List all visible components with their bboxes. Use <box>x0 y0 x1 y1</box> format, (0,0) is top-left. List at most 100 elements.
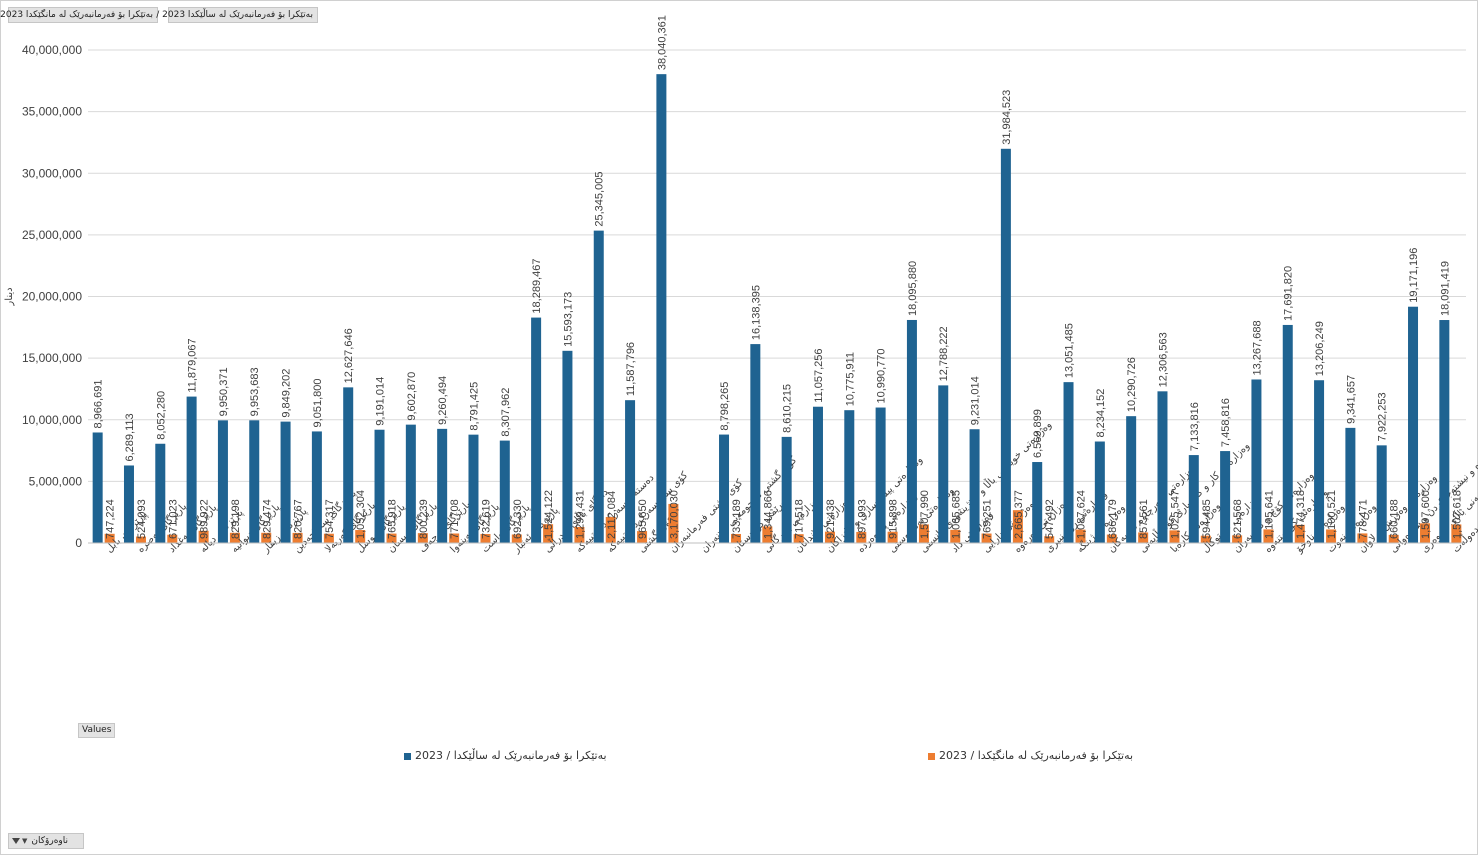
bar-yearly <box>719 434 730 543</box>
data-label-yearly: 13,267,688 <box>1251 320 1263 375</box>
bar-monthly <box>731 533 742 543</box>
bar-monthly <box>1169 530 1180 543</box>
bar-yearly <box>750 344 761 543</box>
bar-yearly <box>938 385 949 543</box>
bar-monthly <box>511 534 522 543</box>
bar-monthly <box>1138 532 1149 543</box>
bar-yearly <box>374 429 385 543</box>
data-label-monthly: 692,330 <box>512 499 524 539</box>
data-label-yearly: 13,051,485 <box>1064 323 1076 378</box>
bar-monthly <box>449 533 460 543</box>
values-button[interactable]: Values <box>78 723 116 738</box>
y-tick-label: 20,000,000 <box>22 290 82 304</box>
axis-field-filter-button[interactable]: ▼ ناوەرۆکان <box>8 833 84 849</box>
data-label-yearly: 7,458,816 <box>1220 398 1232 447</box>
data-label-monthly: 1,474,318 <box>1295 490 1307 539</box>
bar-monthly <box>1263 529 1274 543</box>
bar-yearly <box>906 319 917 543</box>
bar-yearly <box>1188 455 1199 543</box>
bar-monthly <box>793 534 804 543</box>
bar-monthly <box>1012 510 1023 543</box>
filter-icon <box>12 837 20 844</box>
data-label-monthly: 3,170,030 <box>668 490 680 539</box>
bar-yearly <box>405 424 416 543</box>
legend-label-yearly: بەتێکرا بۆ فەرمانبەرێک لە ساڵێکدا / 2023 <box>415 749 607 762</box>
bar-yearly <box>1032 462 1043 543</box>
data-label-yearly: 8,052,280 <box>155 391 167 440</box>
data-label-monthly: 829,474 <box>261 499 273 539</box>
data-label-yearly: 9,849,202 <box>281 369 293 418</box>
data-label-monthly: 769,251 <box>982 499 994 539</box>
bar-monthly <box>417 533 428 543</box>
y-tick-label: 0 <box>75 536 82 550</box>
data-label-yearly: 9,231,014 <box>970 376 982 425</box>
bar-yearly <box>1126 416 1137 543</box>
bar-yearly <box>875 407 886 543</box>
bar-yearly <box>155 443 166 543</box>
bar-monthly <box>261 532 272 543</box>
data-label-monthly: 747,224 <box>105 499 117 539</box>
bar-monthly <box>355 530 366 543</box>
bar-yearly <box>311 431 322 543</box>
field-button-yearly[interactable]: بەتێکرا بۆ فەرمانبەرێک لە ساڵێکدا 2023 / <box>156 7 318 23</box>
bar-monthly <box>292 532 303 543</box>
bar-yearly <box>1157 391 1168 543</box>
data-label-monthly: 717,518 <box>794 499 806 539</box>
data-label-monthly: 2,665,377 <box>1013 490 1025 539</box>
bar-yearly <box>1220 451 1231 543</box>
bar-monthly <box>824 531 835 543</box>
data-label-yearly: 6,289,113 <box>124 413 136 461</box>
data-label-monthly: 1,065,685 <box>950 490 962 539</box>
legend-swatch-yearly <box>404 752 411 760</box>
data-label-monthly: 989,922 <box>199 499 211 539</box>
bar-yearly <box>280 421 291 543</box>
data-label-monthly: 1,507,618 <box>1451 490 1463 539</box>
data-label-yearly: 8,307,962 <box>500 388 512 437</box>
y-tick-label: 5,000,000 <box>29 474 83 488</box>
data-label-monthly: 765,918 <box>387 499 399 539</box>
bar-yearly <box>531 317 542 543</box>
data-label-monthly: 829,198 <box>230 499 242 539</box>
bar-yearly <box>186 396 197 543</box>
bar-monthly <box>574 526 585 543</box>
x-tick-label: وەزارەتی ئاوەدانکردنەوە و نیشتەجێکردن و … <box>1388 392 1478 555</box>
data-label-monthly: 1,344,866 <box>762 490 774 539</box>
bar-monthly <box>1044 536 1055 543</box>
data-label-monthly: 915,898 <box>888 499 900 539</box>
bar-monthly <box>981 533 992 543</box>
bar-yearly <box>1000 148 1011 543</box>
data-label-monthly: 732,619 <box>480 499 492 539</box>
bar-monthly <box>104 533 115 543</box>
data-label-yearly: 10,990,770 <box>876 348 888 403</box>
data-label-monthly: 800,239 <box>418 499 430 539</box>
legend-item-yearly: بەتێکرا بۆ فەرمانبەرێک لە ساڵێکدا / 2023 <box>404 749 607 762</box>
data-label-yearly: 6,569,899 <box>1032 409 1044 458</box>
y-tick-label: 10,000,000 <box>22 413 82 427</box>
data-label-monthly: 660,188 <box>1389 499 1401 539</box>
bar-monthly <box>1451 524 1462 543</box>
bar-monthly <box>323 533 334 543</box>
y-tick-label: 25,000,000 <box>22 228 82 242</box>
data-label-monthly: 547,492 <box>1044 499 1056 539</box>
bar-yearly <box>123 465 134 543</box>
data-label-yearly: 9,950,371 <box>218 367 230 416</box>
data-label-monthly: 621,568 <box>1232 499 1244 539</box>
data-label-yearly: 8,966,691 <box>93 380 105 429</box>
bar-yearly <box>499 440 510 543</box>
field-button-monthly[interactable]: بەتێکرا بۆ فەرمانبەرێک لە مانگێکدا 2023 … <box>0 7 158 23</box>
data-label-monthly: 771,708 <box>449 499 461 539</box>
data-label-yearly: 8,798,265 <box>719 382 731 431</box>
data-label-yearly: 13,206,249 <box>1314 321 1326 376</box>
legend-swatch-monthly <box>928 752 935 760</box>
data-label-monthly: 778,471 <box>1357 499 1369 539</box>
data-label-yearly: 18,289,467 <box>531 259 543 314</box>
data-label-yearly: 11,057,256 <box>813 348 825 402</box>
bar-monthly <box>543 524 554 543</box>
y-tick-label: 30,000,000 <box>22 166 82 180</box>
bar-yearly <box>1439 320 1450 543</box>
data-label-yearly: 7,133,816 <box>1189 402 1201 451</box>
bar-yearly <box>1282 324 1293 543</box>
data-label-yearly: 9,953,683 <box>249 367 261 416</box>
data-label-yearly: 25,345,005 <box>594 172 606 227</box>
bar-monthly <box>1232 535 1243 543</box>
